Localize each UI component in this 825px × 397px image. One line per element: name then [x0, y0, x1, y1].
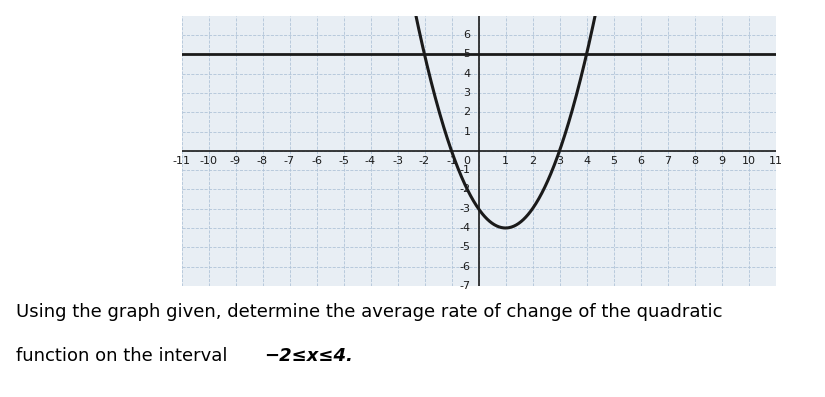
Text: -2: -2 [419, 156, 430, 166]
Text: -5: -5 [338, 156, 349, 166]
Text: 2: 2 [529, 156, 536, 166]
Text: -2: -2 [460, 185, 470, 195]
Text: -11: -11 [172, 156, 191, 166]
Text: -4: -4 [460, 223, 470, 233]
Text: -1: -1 [460, 165, 470, 175]
Text: 10: 10 [742, 156, 756, 166]
Text: −2≤x≤4.: −2≤x≤4. [264, 347, 353, 365]
Text: 4: 4 [583, 156, 590, 166]
Text: 11: 11 [769, 156, 782, 166]
Text: -6: -6 [460, 262, 470, 272]
Text: 5: 5 [610, 156, 617, 166]
Text: -6: -6 [311, 156, 322, 166]
Text: -10: -10 [200, 156, 218, 166]
Text: 1: 1 [464, 127, 470, 137]
Text: 5: 5 [464, 50, 470, 60]
Text: Using the graph given, determine the average rate of change of the quadratic: Using the graph given, determine the ave… [16, 303, 723, 320]
Text: 1: 1 [502, 156, 509, 166]
Text: 2: 2 [464, 107, 470, 117]
Text: -7: -7 [460, 281, 470, 291]
Text: -1: -1 [446, 156, 457, 166]
Text: 4: 4 [464, 69, 470, 79]
Text: -8: -8 [257, 156, 268, 166]
Text: -9: -9 [230, 156, 241, 166]
Text: 3: 3 [464, 88, 470, 98]
Text: 6: 6 [464, 30, 470, 40]
Text: -7: -7 [284, 156, 295, 166]
Text: 0: 0 [464, 156, 470, 166]
Text: -3: -3 [392, 156, 403, 166]
Text: 9: 9 [718, 156, 725, 166]
Text: -4: -4 [365, 156, 376, 166]
Text: 3: 3 [556, 156, 563, 166]
Text: 7: 7 [664, 156, 671, 166]
Text: -3: -3 [460, 204, 470, 214]
Text: function on the interval: function on the interval [16, 347, 233, 365]
Text: -5: -5 [460, 242, 470, 252]
Text: 8: 8 [691, 156, 698, 166]
Text: 6: 6 [637, 156, 644, 166]
